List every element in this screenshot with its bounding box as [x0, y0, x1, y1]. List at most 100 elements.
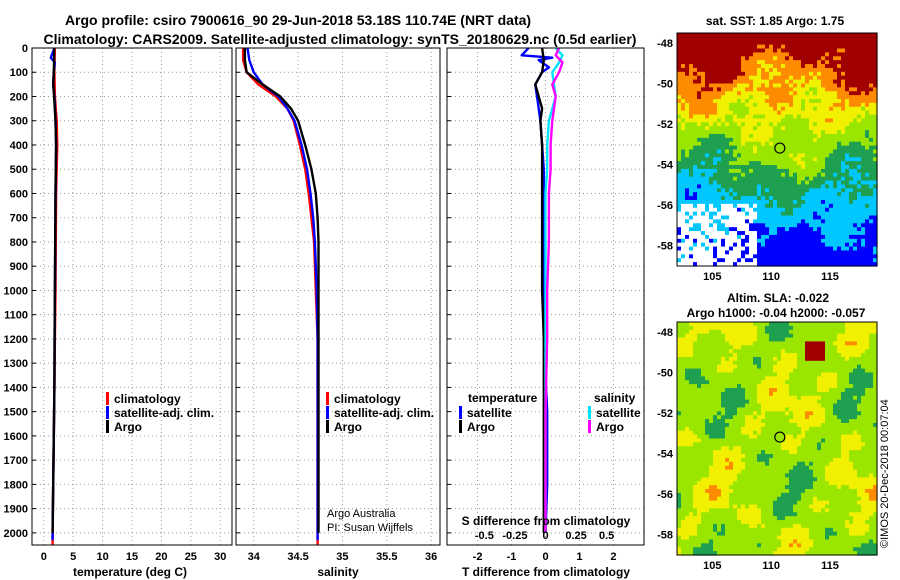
sst-cell: [717, 133, 722, 139]
sla-cell: [761, 333, 766, 339]
sst-cell: [829, 153, 834, 158]
sst-cell: [729, 192, 734, 197]
sst-cell: [849, 60, 854, 65]
depth-tick-label: 100: [10, 67, 28, 79]
sla-cell: [729, 356, 734, 362]
sla-cell: [737, 341, 742, 346]
sla-cell: [701, 372, 706, 377]
sst-cell: [849, 114, 854, 120]
sst-cell: [689, 262, 694, 267]
sst-cell: [841, 48, 846, 54]
sla-cell: [745, 442, 750, 447]
sla-cell: [773, 442, 778, 447]
sla-cell: [857, 360, 862, 366]
sst-cell: [733, 184, 738, 189]
sst-cell: [805, 192, 810, 197]
sst-cell: [829, 137, 834, 143]
sla-cell: [761, 349, 766, 354]
sst-cell: [681, 87, 686, 92]
sst-cell: [841, 262, 846, 267]
legend-swatch-argo: [106, 420, 109, 433]
sst-cell: [869, 234, 874, 240]
sla-cell: [797, 372, 802, 377]
sla-cell: [745, 372, 750, 377]
sst-cell: [741, 48, 746, 54]
sst-cell: [789, 157, 794, 162]
sst-cell: [701, 184, 706, 189]
sla-cell: [733, 360, 738, 366]
sst-cell: [741, 91, 746, 96]
x-tick-label: 10: [96, 551, 108, 563]
sst-cell: [705, 33, 710, 38]
sst-cell: [805, 33, 810, 38]
sst-cell: [833, 172, 838, 178]
sst-cell: [817, 153, 822, 158]
sst-cell: [805, 40, 810, 46]
sst-cell: [713, 106, 718, 112]
sst-cell: [781, 36, 786, 42]
sst-cell: [805, 203, 810, 209]
sla-cell: [801, 438, 806, 443]
sla-cell: [825, 337, 830, 343]
sla-cell: [765, 442, 770, 447]
sst-cell: [873, 130, 878, 135]
sla-cell: [849, 411, 854, 416]
sla-cell: [865, 446, 870, 451]
sla-cell: [857, 337, 862, 343]
sst-cell: [793, 188, 798, 193]
sst-cell: [769, 246, 774, 252]
sla-cell: [733, 349, 738, 354]
sst-cell: [789, 153, 794, 158]
sla-cell: [845, 430, 850, 436]
sla-cell: [857, 422, 862, 428]
sst-cell: [857, 87, 862, 92]
sst-cell: [837, 149, 842, 154]
sla-cell: [773, 395, 778, 401]
sst-cell: [869, 75, 874, 81]
sst-cell: [853, 199, 858, 205]
sla-cell: [829, 356, 834, 362]
sst-cell: [709, 238, 714, 244]
sla-cell: [785, 360, 790, 366]
sst-cell: [821, 211, 826, 217]
sst-cell: [813, 149, 818, 154]
sst-cell: [733, 215, 738, 220]
sst-cell: [793, 106, 798, 112]
sst-cell: [841, 211, 846, 217]
sla-cell: [857, 345, 862, 350]
sst-cell: [797, 36, 802, 42]
sla-cell: [849, 333, 854, 339]
sla-cell: [781, 388, 786, 393]
sst-cell: [865, 211, 870, 217]
sla-cell: [869, 376, 874, 381]
sst-cell: [777, 207, 782, 213]
sla-cell: [853, 403, 858, 409]
sst-cell: [829, 176, 834, 182]
sst-cell: [781, 184, 786, 189]
sla-cell: [693, 391, 698, 397]
depth-tick-label: 1100: [4, 310, 28, 322]
sla-cell: [849, 438, 854, 443]
sst-cell: [677, 95, 682, 100]
sst-cell: [837, 234, 842, 240]
sst-cell: [781, 130, 786, 135]
sst-cell: [729, 215, 734, 220]
sst-cell: [745, 234, 750, 240]
sst-cell: [757, 234, 762, 240]
sst-cell: [793, 99, 798, 104]
sst-cell: [701, 219, 706, 224]
sst-cell: [813, 114, 818, 120]
sst-cell: [777, 122, 782, 127]
sst-cell: [777, 87, 782, 92]
sst-cell: [689, 48, 694, 54]
sla-cell: [849, 325, 854, 331]
sst-cell: [821, 83, 826, 88]
sst-cell: [701, 141, 706, 147]
sst-cell: [869, 95, 874, 100]
sla-cell: [861, 384, 866, 389]
sst-cell: [793, 40, 798, 46]
sst-cell: [833, 141, 838, 147]
sst-cell: [765, 227, 770, 232]
sla-cell: [749, 454, 754, 459]
sla-cell: [681, 450, 686, 455]
